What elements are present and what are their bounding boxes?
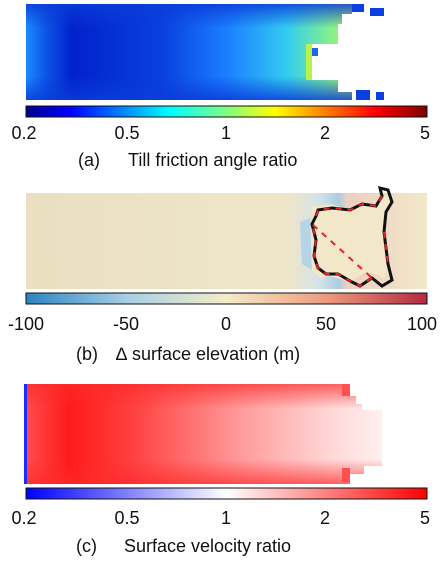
panel-c-tick-2: 0.5: [114, 508, 139, 528]
panel-c-colorbar-ticks: 0.2 0.5 1 2 5: [11, 508, 430, 528]
panel-b-tick-4: 50: [316, 314, 336, 334]
panel-b-tick-3: 0: [221, 314, 231, 334]
panel-b: -100 -50 0 50 100 (b) ∆ surface elevatio…: [8, 185, 437, 364]
panel-a-tick-1: 0.2: [11, 123, 36, 143]
panel-c-tick-1: 0.2: [11, 508, 36, 528]
panel-c-tick-5: 5: [420, 508, 430, 528]
panel-b-front-outline: [310, 185, 394, 288]
panel-a-field: [26, 4, 384, 100]
panel-a-colorbar: [25, 105, 428, 118]
panel-a-colorbar-ticks: 0.2 0.5 1 2 5: [11, 123, 430, 143]
panel-c-tick-4: 2: [320, 508, 330, 528]
panel-c-colorbar: [25, 487, 428, 500]
panel-a-tick-2: 0.5: [114, 123, 139, 143]
panel-b-field: [26, 193, 427, 289]
panel-b-colorbar-ticks: -100 -50 0 50 100: [8, 314, 437, 334]
panel-c-tick-3: 1: [221, 508, 231, 528]
panel-c-caption-letter: (c): [76, 536, 97, 556]
panel-a-caption-text: Till friction angle ratio: [128, 150, 297, 170]
panel-b-colorbar: [25, 292, 428, 305]
panel-b-caption-text: ∆ surface elevation (m): [116, 344, 300, 364]
panel-a: 0.2 0.5 1 2 5 (a) Till friction angle ra…: [11, 4, 430, 170]
panel-a-tick-4: 2: [320, 123, 330, 143]
panel-a-caption-letter: (a): [78, 150, 100, 170]
panel-b-tick-2: -50: [113, 314, 139, 334]
panel-a-tick-3: 1: [221, 123, 231, 143]
panel-b-tick-1: -100: [8, 314, 44, 334]
panel-a-tick-5: 5: [420, 123, 430, 143]
panel-b-tick-5: 100: [407, 314, 437, 334]
panel-c-field: [24, 384, 382, 484]
panel-c: 0.2 0.5 1 2 5 (c) Surface velocity ratio: [11, 384, 430, 556]
panel-c-caption-text: Surface velocity ratio: [124, 536, 291, 556]
panel-b-caption-letter: (b): [76, 344, 98, 364]
